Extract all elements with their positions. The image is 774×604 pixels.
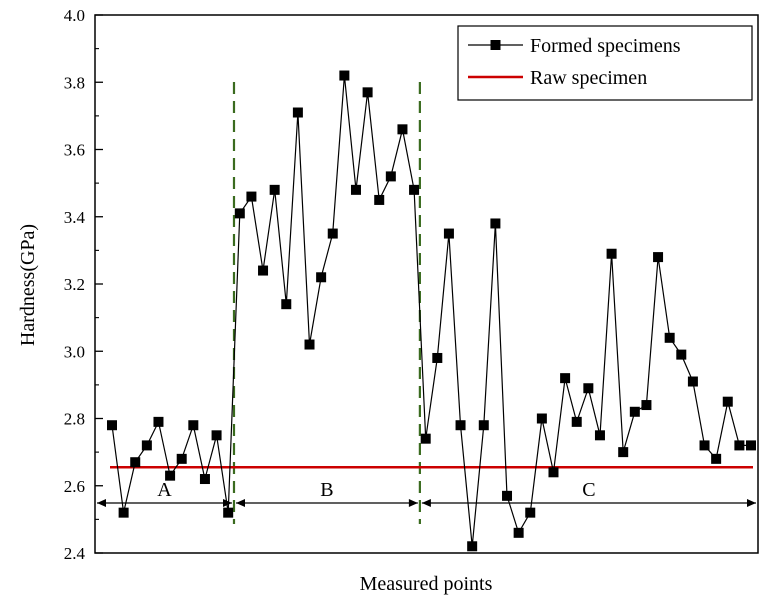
data-point [211, 430, 222, 441]
y-tick-label: 3.2 [64, 275, 85, 294]
region-label-c: C [582, 479, 595, 501]
region-arrowhead [235, 499, 245, 507]
data-point [699, 440, 710, 451]
x-axis-title: Measured points [360, 573, 493, 595]
region-arrowhead [408, 499, 418, 507]
data-point [281, 299, 292, 310]
region-arrowhead [421, 499, 431, 507]
data-point [502, 490, 513, 501]
data-point [292, 107, 303, 118]
legend-marker-formed [490, 40, 501, 50]
data-point [571, 416, 582, 427]
data-point [536, 413, 547, 424]
data-point [304, 339, 315, 350]
legend-label-raw: Raw specimen [530, 67, 647, 89]
region-label-b: B [320, 479, 333, 501]
data-point [350, 184, 361, 195]
y-axis-title: Hardness(GPa) [17, 224, 39, 346]
data-point [560, 373, 571, 384]
data-point [269, 184, 280, 195]
data-point [385, 171, 396, 182]
data-point [362, 87, 373, 98]
data-point [664, 332, 675, 343]
legend-label-formed: Formed specimens [530, 35, 681, 57]
data-point [118, 507, 129, 518]
plot-area: A B C [97, 70, 756, 552]
data-point [409, 184, 420, 195]
data-point [223, 507, 234, 518]
data-point [153, 416, 164, 427]
data-point [641, 400, 652, 411]
region-arrowhead [97, 499, 106, 507]
data-point [711, 453, 722, 464]
data-point [234, 208, 245, 219]
region-label-a: A [157, 479, 172, 501]
data-point [316, 272, 327, 283]
data-point [467, 541, 478, 552]
data-point [432, 352, 443, 363]
data-point [443, 228, 454, 239]
region-arrowhead [222, 499, 232, 507]
y-tick-label: 3.4 [64, 208, 86, 227]
data-point [374, 194, 385, 205]
y-tick-label: 2.4 [64, 544, 86, 563]
data-point [130, 457, 141, 468]
data-point [165, 470, 176, 481]
legend: Formed specimens Raw specimen [457, 25, 753, 101]
data-point [199, 474, 210, 485]
data-point [629, 406, 640, 417]
data-point [548, 467, 559, 478]
data-point [734, 440, 745, 451]
data-point [339, 70, 350, 81]
data-point [618, 447, 629, 458]
data-point [455, 420, 466, 431]
data-point [525, 507, 536, 518]
data-point [490, 218, 501, 229]
data-point [258, 265, 269, 276]
data-point [653, 252, 664, 263]
data-point [246, 191, 257, 202]
data-point [107, 420, 117, 431]
legend-box [457, 25, 753, 101]
data-point [141, 440, 152, 451]
region-arrowhead [747, 499, 756, 507]
data-point [606, 248, 617, 259]
data-point [676, 349, 687, 360]
y-tick-label: 2.8 [64, 410, 85, 429]
y-tick-label: 3.6 [64, 141, 85, 160]
data-point [176, 453, 187, 464]
y-tick-label: 3.8 [64, 73, 85, 92]
data-point [687, 376, 698, 387]
data-point [327, 228, 338, 239]
data-point [513, 527, 524, 538]
y-tick-label: 3.0 [64, 342, 85, 361]
axes: 2.4 2.6 2.8 3.0 3.2 3.4 3.6 3.8 4.0 [64, 6, 759, 563]
data-point [397, 124, 408, 135]
data-point [594, 430, 605, 441]
data-point [583, 383, 594, 394]
data-point [478, 420, 489, 431]
y-tick-label: 2.6 [64, 477, 85, 496]
data-point [420, 433, 431, 444]
data-point [746, 440, 756, 451]
y-tick-label: 4.0 [64, 6, 85, 25]
data-point [188, 420, 199, 431]
data-point [722, 396, 733, 407]
